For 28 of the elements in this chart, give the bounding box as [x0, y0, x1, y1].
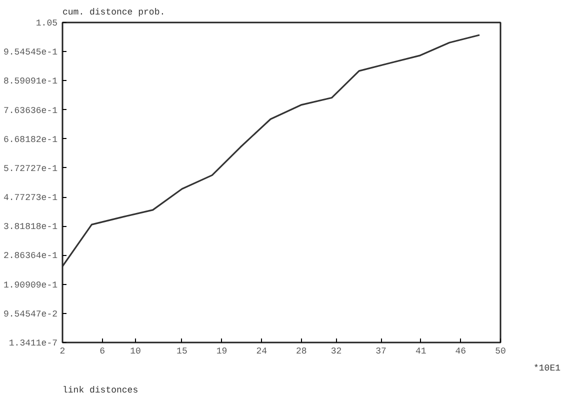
x-tick-label: 28	[296, 346, 307, 356]
x-tick-label: 41	[415, 346, 426, 356]
y-tick-label: 5.72727e-1	[3, 164, 58, 174]
y-tick-label: 1.05	[36, 18, 58, 28]
y-tick-label: 9.54547e-2	[3, 309, 58, 320]
x-tick-label: 19	[216, 346, 228, 356]
x-tick-label: 37	[376, 346, 386, 356]
x-tick-label: 2	[60, 346, 66, 356]
y-tick-label: 1.3411e-7	[8, 338, 58, 348]
x-tick-label: 50	[495, 346, 506, 356]
x-tick-label: 46	[455, 346, 466, 356]
x-axis-title: link distonces	[62, 386, 138, 396]
y-axis-title: cum. distonce prob.	[62, 8, 166, 18]
x-tick-label: 32	[330, 346, 342, 356]
x-tick-label: 6	[100, 346, 106, 356]
x-tick-label: 24	[256, 346, 268, 356]
text: *10E1	[533, 364, 561, 374]
y-tick-label: 8.59091e-1	[3, 76, 58, 87]
y-tick-label: 2.86364e-1	[3, 251, 58, 262]
line-series	[62, 34, 480, 268]
y-tick-label: 7.63636e-1	[3, 106, 58, 116]
y-tick-label: 3.81818e-1	[3, 222, 58, 232]
y-tick-label: 9.54545e-1	[3, 48, 58, 58]
x-tick-label: 10	[130, 346, 141, 356]
y-tick-label: 6.68182e-1	[3, 134, 58, 145]
y-tick-label: 4.77273e-1	[3, 193, 58, 204]
x-tick-label: 15	[176, 346, 188, 356]
y-tick-label: 1.90909e-1	[3, 280, 58, 290]
